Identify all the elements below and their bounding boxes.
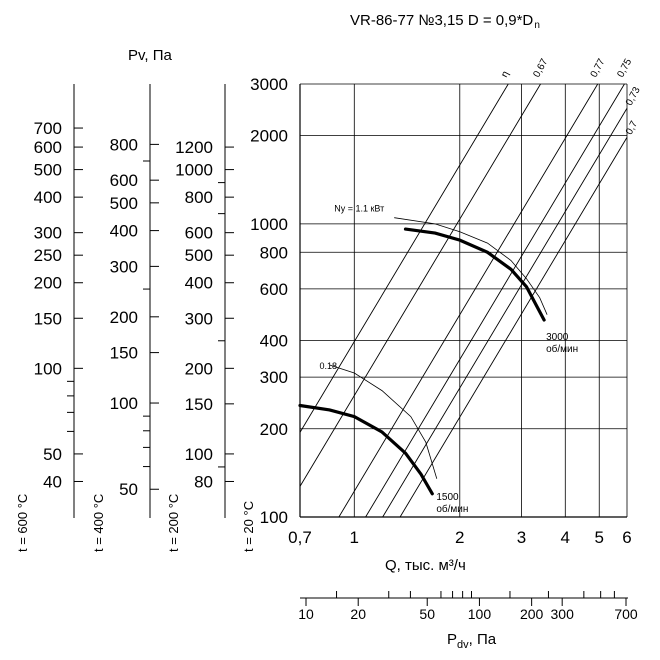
pressure-scale-label: 400	[110, 222, 138, 241]
pv-axis-label: Pv, Па	[128, 47, 173, 64]
chart-title-subscript: n	[534, 20, 540, 31]
efficiency-line	[299, 83, 509, 433]
efficiency-lines: η 0,67 0,77 0,750,730,7	[299, 57, 643, 518]
pressure-scale-label: 200	[185, 359, 213, 378]
x-axis-label: Q, тыс. м³/ч	[385, 557, 466, 574]
y-tick-label: 400	[260, 332, 288, 351]
x-tick-label: 1	[350, 528, 359, 547]
y-tick-label: 800	[260, 243, 288, 262]
y-tick-label: 1000	[250, 215, 288, 234]
plot-grid	[299, 83, 628, 518]
efficiency-line	[382, 108, 628, 518]
efficiency-line	[365, 83, 625, 518]
efficiency-line	[299, 83, 541, 487]
pressure-scale-name: t = 200 °C	[166, 494, 181, 552]
speed-label-1500-value: 1500	[436, 492, 459, 503]
power-curve	[394, 217, 548, 315]
x-tick-label: 5	[595, 528, 604, 547]
pressure-scale-label: 100	[185, 445, 213, 464]
pressure-scale-name: t = 400 °C	[91, 494, 106, 552]
efficiency-label: 0,7	[624, 119, 640, 137]
pdv-label-unit: , Па	[469, 631, 497, 648]
chart-title: VR-86-77 №3,15 D = 0,9*D n	[350, 12, 540, 31]
pdv-axis: 10 20 50 100 200 300 700	[298, 591, 638, 622]
pdv-tick-label: 20	[350, 606, 366, 622]
pressure-scale-label: 500	[34, 161, 62, 180]
x-tick-label: 0,7	[288, 528, 312, 547]
speed-label-3000-value: 3000	[546, 332, 569, 343]
pdv-axis-label-text: Pdv, Па	[447, 631, 497, 651]
y-tick-label: 600	[260, 280, 288, 299]
pressure-scale-label: 600	[185, 224, 213, 243]
pdv-axis-label: Pdv, Па	[447, 631, 497, 651]
pressure-scale-label: 200	[34, 274, 62, 293]
pdv-tick-label: 100	[468, 606, 492, 622]
efficiency-line	[399, 137, 628, 518]
pressure-scale-label: 700	[34, 119, 62, 138]
pressure-scale-label: 300	[110, 257, 138, 276]
pressure-scale-label: 80	[194, 472, 213, 491]
pressure-scale-label: 150	[110, 344, 138, 363]
speed-curve	[403, 227, 546, 322]
pressure-scale-label: 150	[185, 395, 213, 414]
pressure-scale-label: 200	[110, 308, 138, 327]
chart-title-text: VR-86-77 №3,15 D = 0,9*D	[350, 12, 533, 29]
speed-label-3000-unit: об/мин	[546, 343, 578, 355]
pressure-scale-label: 100	[34, 359, 62, 378]
speed-label-1500-unit: об/мин	[436, 503, 468, 515]
pdv-tick-label: 50	[419, 606, 435, 622]
y-tick-label: 2000	[250, 127, 288, 146]
power-curve	[329, 364, 438, 479]
pressure-scale-label: 1000	[175, 161, 213, 180]
y-tick-label: 3000	[250, 75, 288, 94]
pressure-scale-name: t = 20 °C	[241, 501, 256, 552]
pdv-tick-label: 200	[520, 606, 544, 622]
pressure-scale-label: 250	[34, 246, 62, 265]
pressure-scale-label: 800	[185, 188, 213, 207]
y-axis-ticks: 100 200 300 400 600 800 1000 2000 3000	[250, 75, 288, 527]
x-tick-label: 4	[561, 528, 570, 547]
pressure-scale-label: 300	[185, 309, 213, 328]
pressure-scale-label: 800	[110, 135, 138, 154]
pdv-tick-label: 10	[298, 606, 314, 622]
pdv-label-subscript: dv	[457, 639, 469, 651]
pressure-scale-name: t = 600 °C	[15, 494, 30, 552]
pressure-scale-label: 500	[110, 194, 138, 213]
x-tick-label: 3	[517, 528, 526, 547]
pressure-scale-label: 1200	[175, 138, 213, 157]
pressure-scale-label: 150	[34, 309, 62, 328]
pdv-tick-label: 300	[551, 606, 575, 622]
pressure-scale-label: 50	[119, 480, 138, 499]
power-label-1: Nу = 1.1 кВт	[334, 204, 384, 214]
efficiency-label: 0,77	[589, 57, 608, 80]
x-tick-label: 6	[622, 528, 631, 547]
pressure-scale-label: 500	[185, 246, 213, 265]
y-tick-label: 300	[260, 368, 288, 387]
y-tick-label: 200	[260, 420, 288, 439]
y-tick-label: 100	[260, 508, 288, 527]
pressure-scale-label: 400	[185, 274, 213, 293]
x-tick-label: 2	[455, 528, 464, 547]
pressure-scale-label: 400	[34, 188, 62, 207]
pressure-scale-label: 300	[34, 224, 62, 243]
pressure-scale-label: 40	[43, 472, 62, 491]
efficiency-label: 0,67	[531, 57, 550, 80]
pdv-tick-label: 700	[614, 606, 638, 622]
pressure-scale-label: 600	[110, 171, 138, 190]
speed-curve	[298, 403, 434, 496]
efficiency-line	[338, 83, 599, 518]
power-label-2: 0.18	[320, 361, 338, 371]
efficiency-label: η	[499, 69, 511, 79]
x-axis-ticks: 0,7 1 2 3 4 5 6	[288, 528, 632, 547]
pressure-scale-label: 100	[110, 394, 138, 413]
efficiency-label: 0,75	[615, 57, 634, 80]
pressure-scale-label: 600	[34, 138, 62, 157]
pressure-scale-label: 50	[43, 445, 62, 464]
